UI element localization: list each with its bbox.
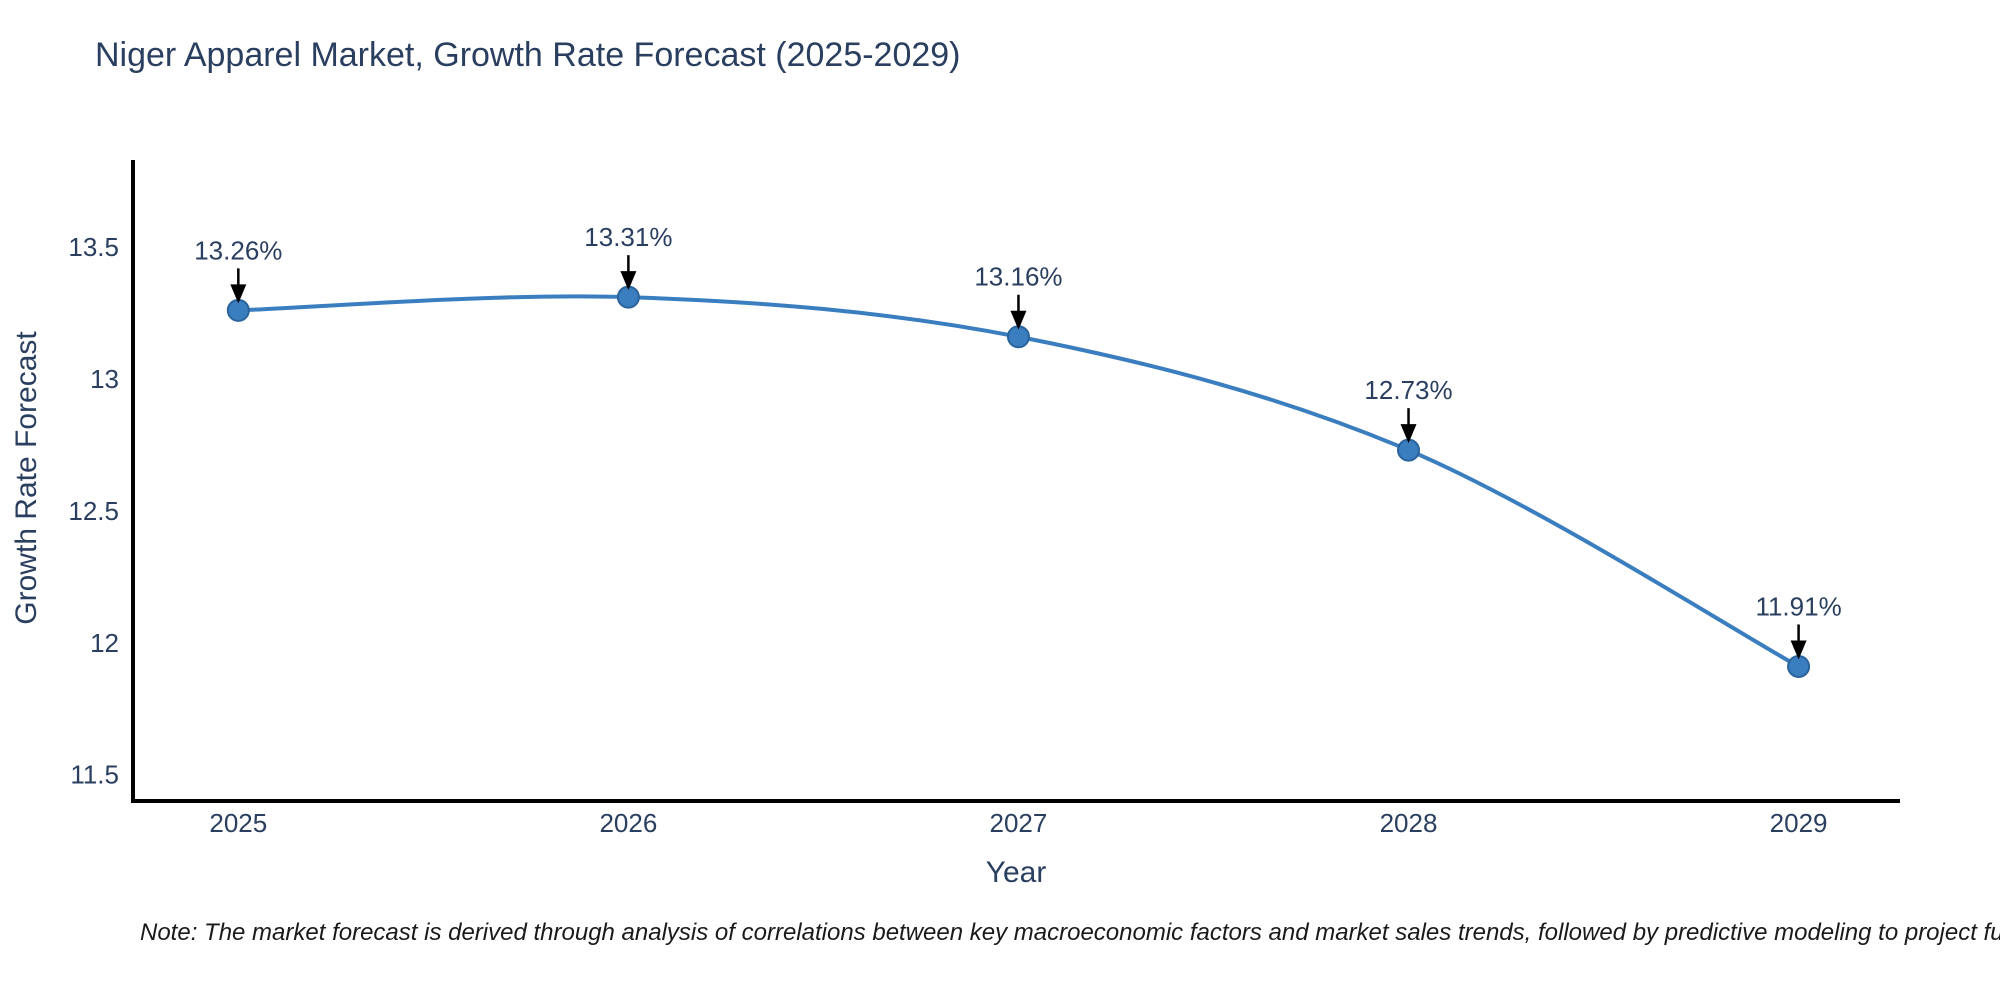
annotation-label: 12.73%: [1364, 375, 1452, 405]
line-series: [236, 294, 1801, 669]
y-tick-label: 12: [90, 628, 119, 658]
annotation-label: 11.91%: [1755, 591, 1841, 621]
annotation-label: 13.16%: [974, 262, 1062, 292]
y-tick-label: 11.5: [70, 760, 119, 790]
y-tick-label: 13: [90, 364, 119, 394]
annotation-arrowhead: [1010, 310, 1027, 330]
y-tick-label: 12.5: [68, 496, 119, 526]
annotation-arrowhead: [620, 271, 637, 291]
annotation-arrowhead: [230, 284, 247, 304]
x-tick-label: 2025: [209, 808, 267, 838]
annotation-label: 13.31%: [584, 222, 672, 252]
annotation-arrowhead: [1790, 640, 1807, 660]
chart-title: Niger Apparel Market, Growth Rate Foreca…: [95, 36, 961, 74]
x-tick-label: 2028: [1380, 808, 1438, 838]
y-tick-label: 13.5: [68, 232, 119, 262]
footnote: Note: The market forecast is derived thr…: [140, 919, 2000, 946]
x-tick-label: 2027: [990, 808, 1048, 838]
annotation-label: 13.26%: [194, 235, 282, 265]
x-tick-label: 2029: [1770, 808, 1828, 838]
x-tick-label: 2026: [599, 808, 657, 838]
annotation-arrowhead: [1400, 424, 1417, 444]
x-axis-title: Year: [985, 856, 1047, 889]
